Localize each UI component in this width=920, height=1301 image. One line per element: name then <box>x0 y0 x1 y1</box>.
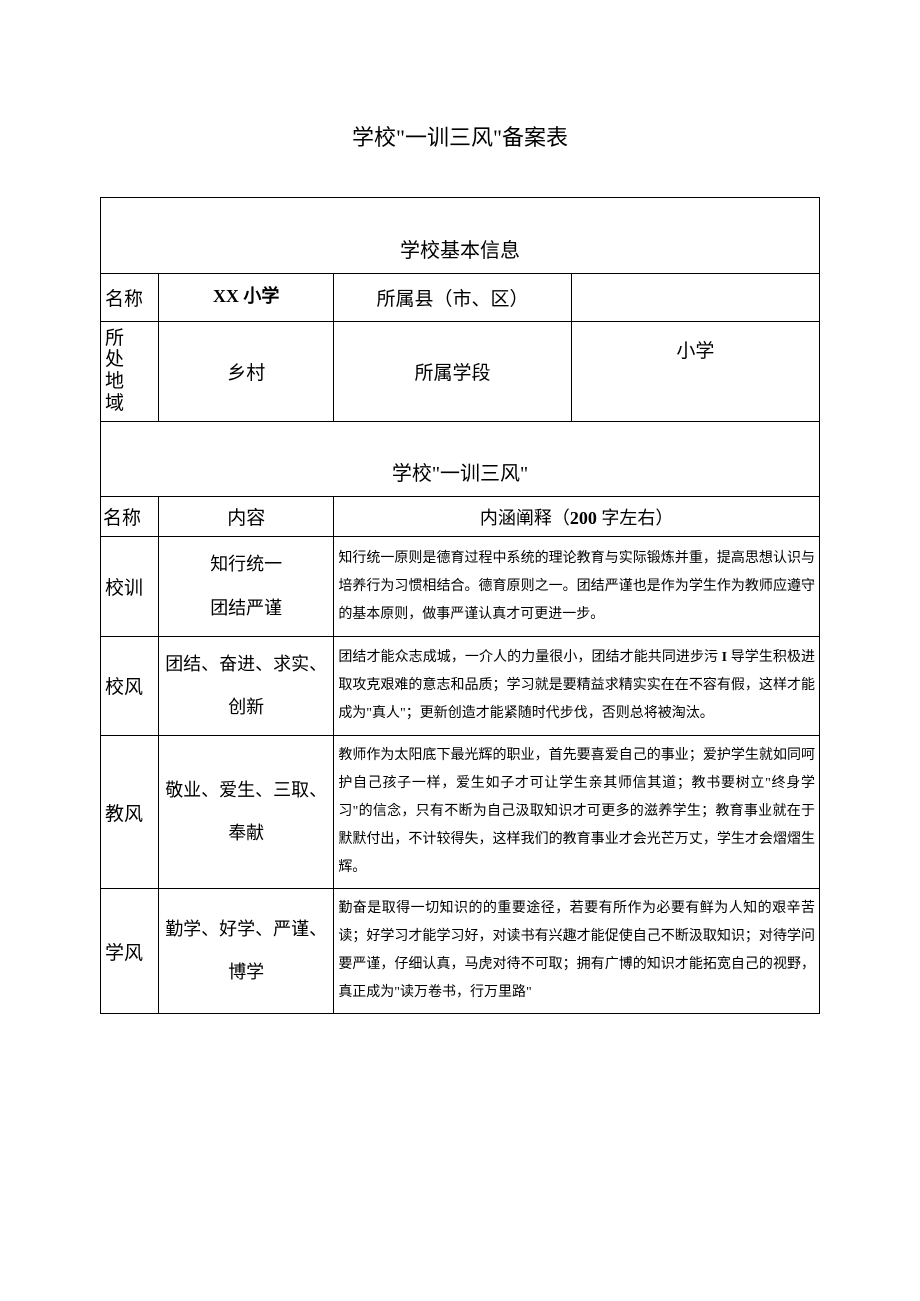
info-row-region: 所处地域 乡村 所属学段 小学 <box>101 321 820 421</box>
info-label-region: 所处地域 <box>101 321 159 421</box>
info-value-stage: 小学 <box>571 321 819 421</box>
record-table: 学校基本信息 名称 XX 小学 所属县（市、区） 所处地域 乡村 所属学段 小学… <box>100 197 820 1014</box>
section1-header: 学校基本信息 <box>101 228 820 274</box>
motto-content-xiaoxun: 知行统一 团结严谨 <box>159 537 334 636</box>
motto-desc-xiaofeng-pre: 团结才能众志成城，一介人的力量很小，团结才能共同进步污 <box>338 650 718 665</box>
motto-content-xiaofeng: 团结、奋进、求实、创新 <box>159 636 334 735</box>
motto-row-jiaofeng: 教风 敬业、爱生、三取、奉献 教师作为太阳底下最光辉的职业，首先要喜爱自己的事业… <box>101 736 820 889</box>
page-title: 学校"一训三风"备案表 <box>100 120 820 152</box>
col-header-content: 内容 <box>159 497 334 537</box>
section1-header-spacer <box>101 198 820 228</box>
motto-desc-xiaofeng: 团结才能众志成城，一介人的力量很小，团结才能共同进步污 I 导学生积极进取攻克艰… <box>334 636 820 735</box>
motto-desc-xuefeng: 勤奋是取得一切知识的的重要途径，若要有所作为必要有鲜为人知的艰辛苦读；好学习才能… <box>334 889 820 1014</box>
motto-desc-xiaoxun: 知行统一原则是德育过程中系统的理论教育与实际锻炼并重，提高思想认识与培养行为习惯… <box>334 537 820 636</box>
motto-desc-xiaofeng-bold: I <box>718 650 731 665</box>
info-value-county <box>571 273 819 321</box>
col-header-desc-suffix: 字左右） <box>597 508 674 528</box>
motto-desc-jiaofeng: 教师作为太阳底下最光辉的职业，首先要喜爱自己的事业；爱护学生就如同呵护自己孩子一… <box>334 736 820 889</box>
section2-header-text: 学校"一训三风" <box>392 463 528 485</box>
motto-content-xiaoxun-l2: 团结严谨 <box>210 598 282 618</box>
motto-label-jiaofeng: 教风 <box>101 736 159 889</box>
col-header-desc: 内涵阐释（200 字左右） <box>334 497 820 537</box>
motto-row-xuefeng: 学风 勤学、好学、严谨、博学 勤奋是取得一切知识的的重要途径，若要有所作为必要有… <box>101 889 820 1014</box>
info-value-region: 乡村 <box>159 321 334 421</box>
info-label-county: 所属县（市、区） <box>334 273 571 321</box>
info-label-name: 名称 <box>101 273 159 321</box>
motto-label-xuefeng: 学风 <box>101 889 159 1014</box>
motto-content-xiaoxun-l1: 知行统一 <box>210 554 282 574</box>
motto-row-xiaoxun: 校训 知行统一 团结严谨 知行统一原则是德育过程中系统的理论教育与实际锻炼并重，… <box>101 537 820 636</box>
motto-label-xiaofeng: 校风 <box>101 636 159 735</box>
col-header-desc-num: 200 <box>570 508 597 528</box>
motto-row-xiaofeng: 校风 团结、奋进、求实、创新 团结才能众志成城，一介人的力量很小，团结才能共同进… <box>101 636 820 735</box>
motto-label-xiaoxun: 校训 <box>101 537 159 636</box>
col-header-desc-prefix: 内涵阐释（ <box>480 508 570 528</box>
info-label-region-text: 所处地域 <box>105 328 124 415</box>
section2-column-header: 名称 内容 内涵阐释（200 字左右） <box>101 497 820 537</box>
section1-header-text: 学校基本信息 <box>400 240 520 262</box>
info-row-name: 名称 XX 小学 所属县（市、区） <box>101 273 820 321</box>
section2-header-spacer <box>101 421 820 451</box>
motto-content-xuefeng: 勤学、好学、严谨、博学 <box>159 889 334 1014</box>
motto-content-jiaofeng: 敬业、爱生、三取、奉献 <box>159 736 334 889</box>
info-value-schoolname: XX 小学 <box>159 273 334 321</box>
col-header-name: 名称 <box>101 497 159 537</box>
section2-header: 学校"一训三风" <box>101 451 820 497</box>
info-label-stage: 所属学段 <box>334 321 571 421</box>
